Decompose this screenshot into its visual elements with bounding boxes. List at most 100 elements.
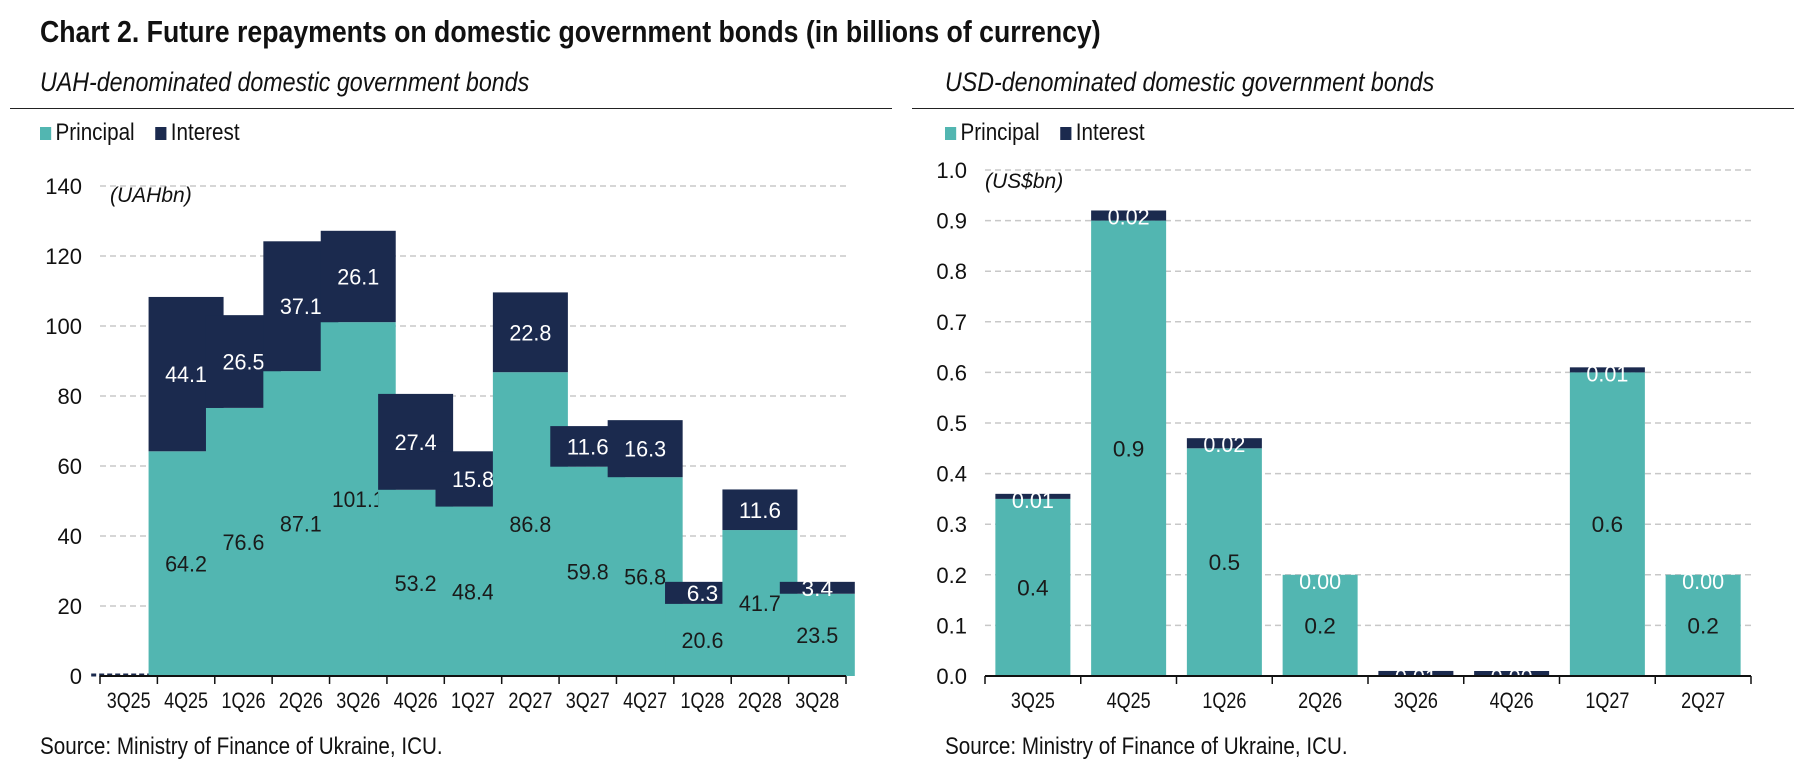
x-tick-label: 1Q27 — [451, 688, 495, 713]
interest-data-label: 11.6 — [739, 498, 781, 523]
principal-swatch — [40, 126, 52, 140]
bar-interest — [492, 292, 568, 373]
y-tick-label: 0.9 — [936, 209, 967, 234]
principal-data-label: 59.8 — [567, 559, 609, 584]
principal-data-label: 48.4 — [452, 579, 494, 604]
y-tick-label: 0.5 — [936, 411, 967, 436]
x-tick-label: 1Q28 — [681, 688, 725, 713]
principal-data-label: 87.1 — [280, 512, 322, 537]
usd-source-note: Source: Ministry of Finance of Ukraine, … — [945, 733, 1348, 760]
principal-data-label: 56.8 — [624, 565, 666, 590]
y-tick-label: 120 — [45, 244, 82, 269]
principal-data-label: 0.6 — [1592, 512, 1624, 537]
bar-principal — [1282, 574, 1358, 676]
bar-principal — [1091, 220, 1167, 676]
legend-label-interest: Interest — [170, 119, 240, 146]
principal-data-label: 101.1 — [332, 487, 385, 512]
uah-panel-subtitle: UAH-denominated domestic government bond… — [40, 67, 530, 97]
x-tick-label: 3Q25 — [107, 688, 151, 713]
interest-swatch — [1060, 126, 1072, 140]
principal-data-label: 76.6 — [222, 530, 264, 555]
principal-data-label: 53.2 — [395, 571, 437, 596]
interest-data-label: 0.01 — [1012, 488, 1054, 513]
interest-data-label: 0.01 — [1395, 665, 1437, 690]
interest-data-label: 26.5 — [222, 350, 264, 375]
interest-data-label: 22.8 — [509, 320, 551, 345]
y-tick-label: 0.2 — [936, 563, 967, 588]
principal-data-label: 86.8 — [509, 512, 551, 537]
x-tick-label: 4Q26 — [1490, 688, 1534, 713]
bar-interest — [722, 489, 798, 531]
x-tick-label: 2Q27 — [508, 688, 552, 713]
uah-legend: Principal Interest — [40, 118, 260, 148]
uah-bar-chart: 0 20 40 60 80 100 120 140 (UAHbn) 3Q25 64.2 44.1 4Q2… — [45, 174, 855, 713]
y-tick-label: 0.8 — [936, 259, 967, 284]
interest-swatch — [155, 126, 167, 140]
bar-interest — [1378, 670, 1454, 676]
interest-data-label: 0.02 — [1203, 432, 1245, 457]
y-tick-label: 100 — [45, 314, 82, 339]
bar-principal — [1665, 574, 1741, 676]
bar-principal — [995, 498, 1071, 676]
x-tick-label: 1Q26 — [221, 688, 265, 713]
principal-data-label: 0.4 — [1017, 575, 1049, 600]
interest-data-label: 16.3 — [624, 437, 666, 462]
principal-data-label: 0.2 — [1687, 613, 1719, 638]
x-tick-label: 3Q28 — [795, 688, 839, 713]
legend-label-principal: Principal — [55, 119, 135, 146]
principal-data-label: 20.6 — [682, 628, 724, 653]
interest-data-label: 27.4 — [395, 430, 437, 455]
bar-interest — [995, 493, 1071, 499]
interest-data-label: 26.1 — [337, 264, 379, 289]
y-tick-label: 0.0 — [936, 664, 967, 689]
x-tick-label: 4Q27 — [623, 688, 667, 713]
y-tick-label: 0.7 — [936, 310, 967, 335]
y-tick-label: 0 — [70, 664, 82, 689]
y-tick-label: 1.0 — [936, 158, 967, 183]
x-tick-label: 4Q25 — [1107, 688, 1151, 713]
unit-label: (US$bn) — [985, 170, 1063, 193]
uah-panel-rule — [10, 108, 892, 109]
x-tick-label: 1Q27 — [1585, 688, 1629, 713]
bar-principal — [1569, 372, 1645, 676]
legend-label-principal: Principal — [960, 119, 1040, 146]
interest-data-label: 0.00 — [1299, 569, 1341, 594]
principal-data-label: 23.5 — [796, 623, 838, 648]
chart-title: Chart 2. Future repayments on domestic g… — [40, 14, 1101, 49]
bar-interest — [607, 420, 683, 478]
bar-interest — [320, 230, 396, 323]
interest-data-label: 0.00 — [1682, 569, 1724, 594]
usd-panel-rule — [912, 108, 1794, 109]
x-tick-label: 3Q27 — [566, 688, 610, 713]
bar-interest — [779, 581, 855, 594]
x-tick-label: 4Q26 — [394, 688, 438, 713]
y-tick-label: 0.3 — [936, 512, 967, 537]
usd-panel-subtitle: USD-denominated domestic government bond… — [945, 67, 1435, 97]
principal-swatch — [945, 126, 957, 140]
usd-bar-chart: 0.0 0.1 0.2 0.3 0.4 0.5 0.6 0.7 0.8 0.9 1.0 (US$bn)… — [936, 158, 1752, 713]
uah-source-note: Source: Ministry of Finance of Ukraine, … — [40, 733, 443, 760]
y-tick-label: 60 — [58, 454, 82, 479]
y-tick-label: 0.6 — [936, 360, 967, 385]
bar-interest — [665, 581, 741, 604]
usd-legend: Principal Interest — [945, 118, 1165, 148]
interest-data-label: 11.6 — [567, 434, 609, 459]
x-tick-label: 3Q25 — [1011, 688, 1055, 713]
legend-item-principal: Principal — [40, 119, 135, 147]
x-tick-label: 2Q28 — [738, 688, 782, 713]
y-tick-label: 40 — [58, 524, 82, 549]
bar-interest — [1474, 671, 1550, 676]
legend-item-interest: Interest — [1060, 119, 1145, 147]
bar-principal — [1186, 448, 1262, 676]
bar-interest — [1091, 210, 1167, 221]
interest-data-label: 0.02 — [1108, 204, 1150, 229]
x-tick-label: 3Q26 — [336, 688, 380, 713]
y-tick-label: 80 — [58, 384, 82, 409]
principal-data-label: 64.2 — [165, 552, 207, 577]
interest-data-label: 3.4 — [802, 576, 834, 601]
interest-data-label: 0.01 — [1586, 361, 1628, 386]
y-tick-label: 0.4 — [936, 462, 967, 487]
x-tick-label: 2Q26 — [1298, 688, 1342, 713]
x-tick-label: 4Q25 — [164, 688, 208, 713]
legend-item-interest: Interest — [155, 119, 240, 147]
